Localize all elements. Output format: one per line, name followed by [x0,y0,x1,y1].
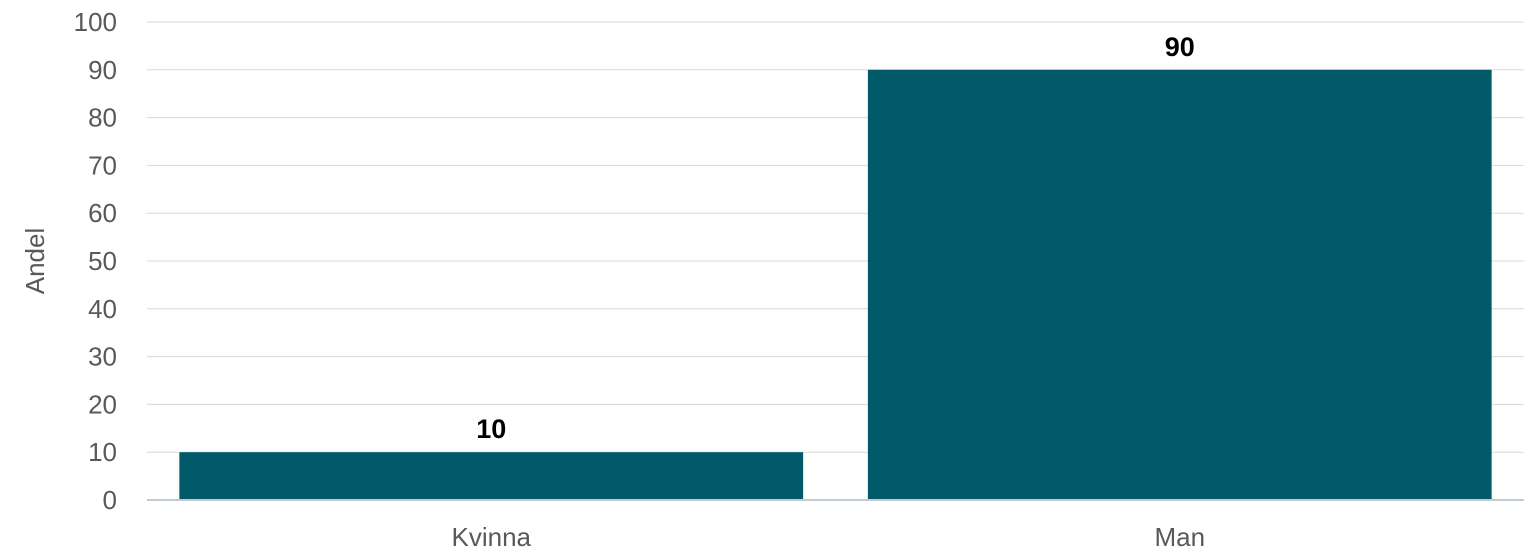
y-axis-ticks: 0 10 20 30 40 50 60 70 80 90 100 [74,7,117,515]
y-tick-label: 40 [88,294,117,324]
y-tick-label: 30 [88,342,117,372]
y-tick-label: 50 [88,246,117,276]
y-tick-label: 100 [74,7,117,37]
y-tick-label: 10 [88,437,117,467]
data-label: 90 [1165,32,1195,62]
gridlines [147,21,1524,453]
x-tick-label: Man [1154,522,1205,552]
x-axis-ticks: Kvinna Man [452,522,1206,552]
bar-man [867,69,1492,501]
y-tick-label: 20 [88,389,117,419]
data-label: 10 [476,414,506,444]
y-tick-label: 90 [88,55,117,85]
y-axis-title: Andel [20,228,50,295]
y-tick-label: 60 [88,198,117,228]
bar-kvinna [179,452,804,500]
bars [179,69,1492,501]
y-tick-label: 70 [88,150,117,180]
data-labels: 10 90 [476,32,1195,444]
y-tick-label: 80 [88,103,117,133]
y-tick-label: 0 [103,485,117,515]
x-tick-label: Kvinna [452,522,532,552]
